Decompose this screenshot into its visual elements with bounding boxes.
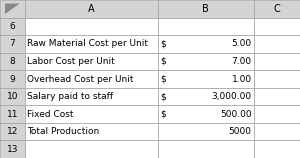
Bar bbox=[25, 18, 158, 35]
Polygon shape bbox=[5, 3, 20, 14]
Text: $: $ bbox=[160, 92, 166, 101]
Bar bbox=[25, 140, 158, 158]
Text: $: $ bbox=[160, 57, 166, 66]
Bar bbox=[158, 123, 254, 140]
Bar bbox=[0, 18, 25, 35]
Bar bbox=[25, 35, 158, 53]
Bar bbox=[158, 53, 254, 70]
Text: Total Production: Total Production bbox=[27, 127, 99, 136]
Text: 5.00: 5.00 bbox=[232, 39, 252, 48]
Text: Overhead Cost per Unit: Overhead Cost per Unit bbox=[27, 75, 133, 83]
Text: 8: 8 bbox=[9, 57, 15, 66]
Bar bbox=[158, 140, 254, 158]
Bar bbox=[25, 88, 158, 105]
Bar bbox=[254, 18, 300, 35]
Bar bbox=[0, 105, 25, 123]
Bar bbox=[158, 88, 254, 105]
Bar bbox=[25, 0, 158, 18]
Text: $: $ bbox=[160, 110, 166, 119]
Bar bbox=[158, 0, 254, 18]
Bar bbox=[254, 70, 300, 88]
Bar bbox=[158, 105, 254, 123]
Text: 500.00: 500.00 bbox=[220, 110, 252, 119]
Bar bbox=[0, 0, 25, 18]
Bar bbox=[254, 140, 300, 158]
Bar bbox=[0, 35, 25, 53]
Bar bbox=[158, 35, 254, 53]
Text: Labor Cost per Unit: Labor Cost per Unit bbox=[27, 57, 115, 66]
Bar bbox=[25, 123, 158, 140]
Bar bbox=[25, 105, 158, 123]
Text: C: C bbox=[273, 4, 280, 14]
Text: 7.00: 7.00 bbox=[232, 57, 252, 66]
Text: B: B bbox=[202, 4, 209, 14]
Bar bbox=[0, 70, 25, 88]
Text: Salary paid to staff: Salary paid to staff bbox=[27, 92, 113, 101]
Text: 1.00: 1.00 bbox=[232, 75, 252, 83]
Bar bbox=[0, 123, 25, 140]
Bar bbox=[25, 70, 158, 88]
Text: 11: 11 bbox=[7, 110, 18, 119]
Text: 7: 7 bbox=[9, 39, 15, 48]
Text: 5000: 5000 bbox=[229, 127, 252, 136]
Text: 10: 10 bbox=[7, 92, 18, 101]
Text: $: $ bbox=[160, 39, 166, 48]
Bar bbox=[25, 53, 158, 70]
Text: 12: 12 bbox=[7, 127, 18, 136]
Text: 9: 9 bbox=[9, 75, 15, 83]
Bar bbox=[158, 18, 254, 35]
Bar bbox=[0, 140, 25, 158]
Text: 3,000.00: 3,000.00 bbox=[212, 92, 252, 101]
Text: 13: 13 bbox=[7, 145, 18, 154]
Bar bbox=[254, 53, 300, 70]
Bar bbox=[254, 88, 300, 105]
Bar bbox=[254, 105, 300, 123]
Bar bbox=[0, 53, 25, 70]
Bar bbox=[0, 88, 25, 105]
Text: A: A bbox=[88, 4, 95, 14]
Text: 6: 6 bbox=[9, 22, 15, 31]
Bar bbox=[254, 0, 300, 18]
Bar bbox=[254, 35, 300, 53]
Text: Raw Material Cost per Unit: Raw Material Cost per Unit bbox=[27, 39, 148, 48]
Text: $: $ bbox=[160, 75, 166, 83]
Bar bbox=[254, 123, 300, 140]
Text: Fixed Cost: Fixed Cost bbox=[27, 110, 73, 119]
Bar bbox=[158, 70, 254, 88]
